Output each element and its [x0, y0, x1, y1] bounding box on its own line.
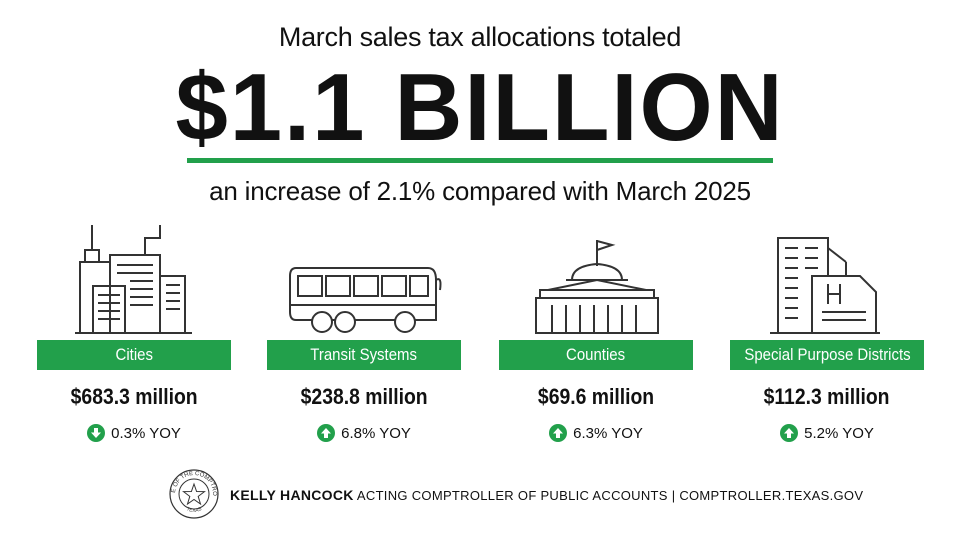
- panel-label-text: Transit Systems: [310, 345, 418, 364]
- change-text: 6.3% YOY: [573, 424, 643, 442]
- panel-label-text: Cities: [115, 345, 153, 364]
- separator: |: [671, 488, 676, 503]
- official-name: KELLY HANCOCK: [230, 487, 354, 503]
- panel-amount-text: $238.8 million: [300, 384, 428, 409]
- intro-text: March sales tax allocations totaled: [278, 22, 682, 52]
- panel-label: Transit Systems: [267, 340, 461, 370]
- panel-label: Special Purpose Districts: [730, 340, 924, 370]
- trend-arrow-up: [549, 424, 568, 442]
- capitol-icon: [535, 240, 659, 334]
- trend-arrow-up: [317, 424, 336, 442]
- green-rule: [187, 158, 773, 163]
- panel-amount-text: $69.6 million: [537, 384, 655, 409]
- district-icon: [770, 237, 880, 334]
- headline: $1.1 BILLION: [175, 54, 785, 161]
- official-title: ACTING COMPTROLLER OF PUBLIC ACCOUNTS: [356, 488, 668, 503]
- city-icon: [75, 225, 192, 334]
- panel-change: 0.3% YOY: [37, 424, 231, 442]
- subhead: an increase of 2.1% compared with March …: [209, 176, 751, 206]
- seal-text: OFFICE OF THE COMPTROLLER: [0, 0, 217, 496]
- panel-label-text: Counties: [566, 345, 626, 364]
- panel-label: Cities: [37, 340, 231, 370]
- bus-icon: [289, 267, 442, 333]
- panel-amount: $69.6 million: [499, 384, 693, 410]
- footer: KELLY HANCOCK ACTING COMPTROLLER OF PUBL…: [230, 487, 863, 503]
- panel-change: 5.2% YOY: [730, 424, 924, 442]
- panel-amount: $683.3 million: [37, 384, 231, 410]
- change-text: 5.2% YOY: [804, 424, 874, 442]
- panel-change: 6.3% YOY: [499, 424, 693, 442]
- trend-arrow-up: [780, 424, 799, 442]
- panel-amount: $238.8 million: [267, 384, 461, 410]
- change-text: 6.8% YOY: [341, 424, 411, 442]
- panel-change: 6.8% YOY: [267, 424, 461, 442]
- panel-label-text: Special Purpose Districts: [743, 345, 911, 364]
- panel-label: Counties: [499, 340, 693, 370]
- seal-text: TEXAS: [185, 506, 203, 514]
- panel-amount-text: $112.3 million: [764, 384, 890, 409]
- trend-arrow-down: [87, 424, 106, 442]
- website: COMPTROLLER.TEXAS.GOV: [679, 488, 864, 503]
- panel-amount-text: $683.3 million: [70, 384, 198, 409]
- change-text: 0.3% YOY: [111, 424, 181, 442]
- panel-amount: $112.3 million: [730, 384, 924, 410]
